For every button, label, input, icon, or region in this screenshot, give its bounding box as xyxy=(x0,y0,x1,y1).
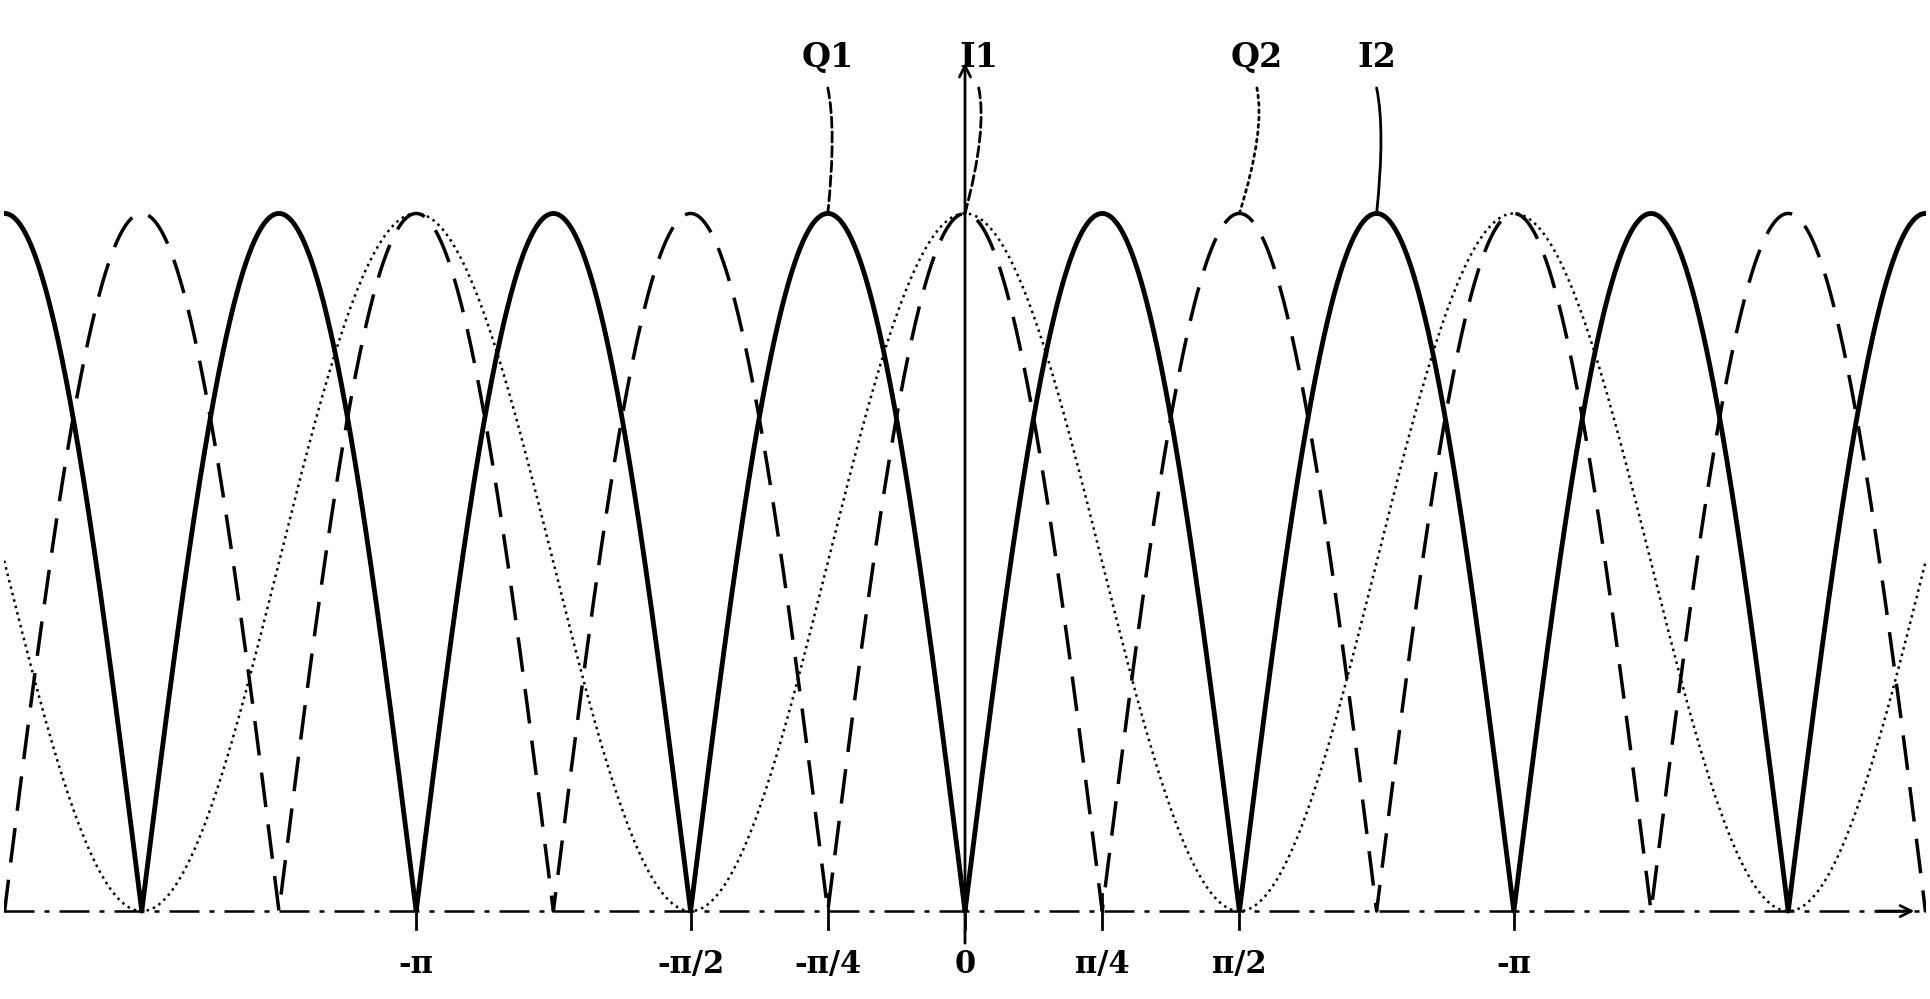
Text: π/4: π/4 xyxy=(1075,949,1129,980)
Text: -π/2: -π/2 xyxy=(656,949,724,980)
Text: Q1: Q1 xyxy=(801,41,853,74)
Text: -π: -π xyxy=(400,949,434,980)
Text: π/2: π/2 xyxy=(1212,949,1266,980)
Text: -π: -π xyxy=(1496,949,1530,980)
Text: Q2: Q2 xyxy=(1231,41,1283,74)
Text: -π/4: -π/4 xyxy=(793,949,861,980)
Text: 0: 0 xyxy=(955,949,975,980)
Text: I2: I2 xyxy=(1357,41,1395,74)
Text: I1: I1 xyxy=(959,41,998,74)
